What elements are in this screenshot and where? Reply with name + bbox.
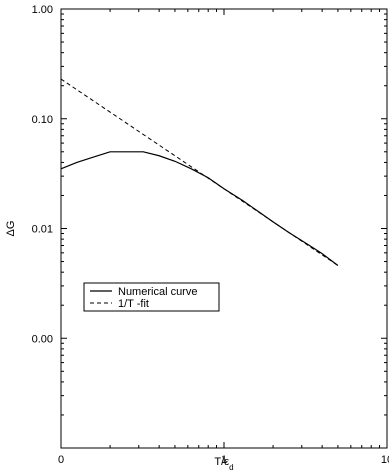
series-line-fit <box>60 78 339 266</box>
x-axis-title-sub: d <box>229 463 233 470</box>
y-tick-label: 1.00 <box>32 4 53 16</box>
y-tick-label: 0.10 <box>32 114 53 126</box>
legend: Numerical curve 1/T -fit <box>83 282 220 312</box>
axis-ticks <box>60 8 388 449</box>
legend-label-numerical-curve: Numerical curve <box>118 286 197 298</box>
x-tick-label: 1 <box>221 454 227 466</box>
series-line-numerical-curve <box>60 151 339 266</box>
x-tick-label: 10 <box>381 454 389 466</box>
y-tick-label: 0.00 <box>32 333 53 345</box>
plot-frame <box>60 8 388 449</box>
legend-box <box>83 282 220 312</box>
tick-labels: 1.00 0.10 0.01 0.00 0 1 10 <box>32 4 389 466</box>
y-tick-label: 0.01 <box>32 224 53 236</box>
legend-label-fit: 1/T -fit <box>118 298 149 310</box>
x-axis-title-main: T/ε <box>214 456 229 468</box>
series-layer <box>60 78 339 266</box>
y-axis-title: ΔG <box>5 221 17 237</box>
x-axis-title: T/εd <box>214 456 233 470</box>
x-tick-label: 0 <box>58 454 64 466</box>
